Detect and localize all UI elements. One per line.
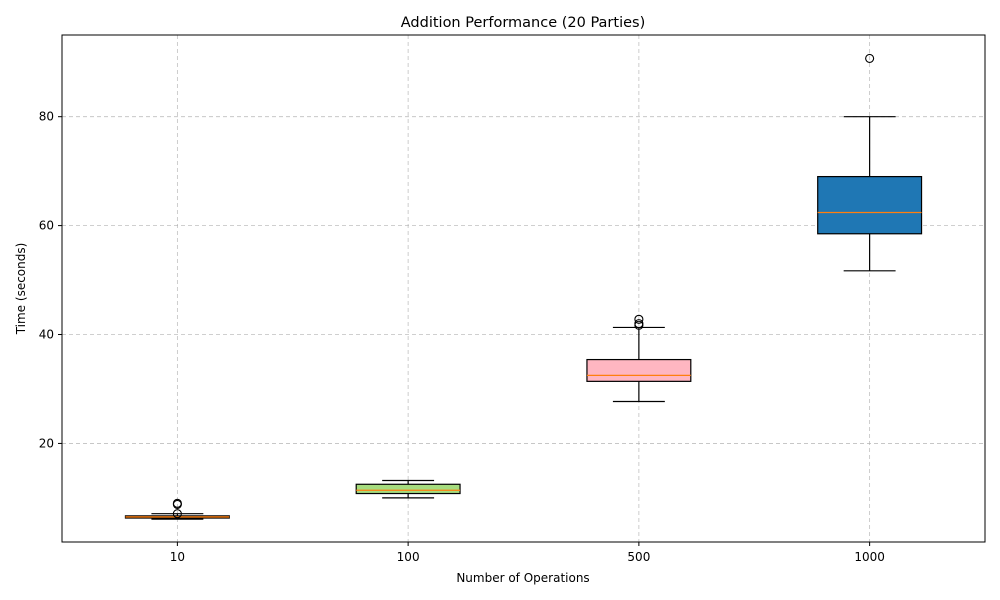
box <box>355 483 461 495</box>
outlier-point <box>634 319 644 329</box>
box-group-1000 <box>817 53 923 272</box>
x-tick-label: 1000 <box>854 550 885 564</box>
y-tick-label: 20 <box>39 436 54 450</box>
plot-area-frame <box>61 34 986 543</box>
y-tick-label: 60 <box>39 219 54 233</box>
box <box>817 175 923 235</box>
outlier-point <box>634 314 644 324</box>
ticks: 20 40 60 80 10 100 500 1000 <box>39 110 885 564</box>
outlier-point <box>865 53 875 63</box>
outlier-point <box>172 509 182 519</box>
x-tick-label: 100 <box>397 550 420 564</box>
x-axis-label: Number of Operations <box>456 571 589 585</box>
box-group-500 <box>586 314 692 403</box>
y-tick-label: 40 <box>39 328 54 342</box>
box-group-100 <box>355 479 461 499</box>
y-tick-label: 80 <box>39 110 54 124</box>
box-group-10 <box>124 498 230 520</box>
boxes <box>124 53 923 520</box>
x-tick-label: 10 <box>170 550 185 564</box>
x-tick-label: 500 <box>627 550 650 564</box>
y-axis-label: Time (seconds) <box>14 243 28 336</box>
box <box>586 358 692 382</box>
outlier-point <box>172 498 182 508</box>
chart-title: Addition Performance (20 Parties) <box>401 15 645 31</box>
